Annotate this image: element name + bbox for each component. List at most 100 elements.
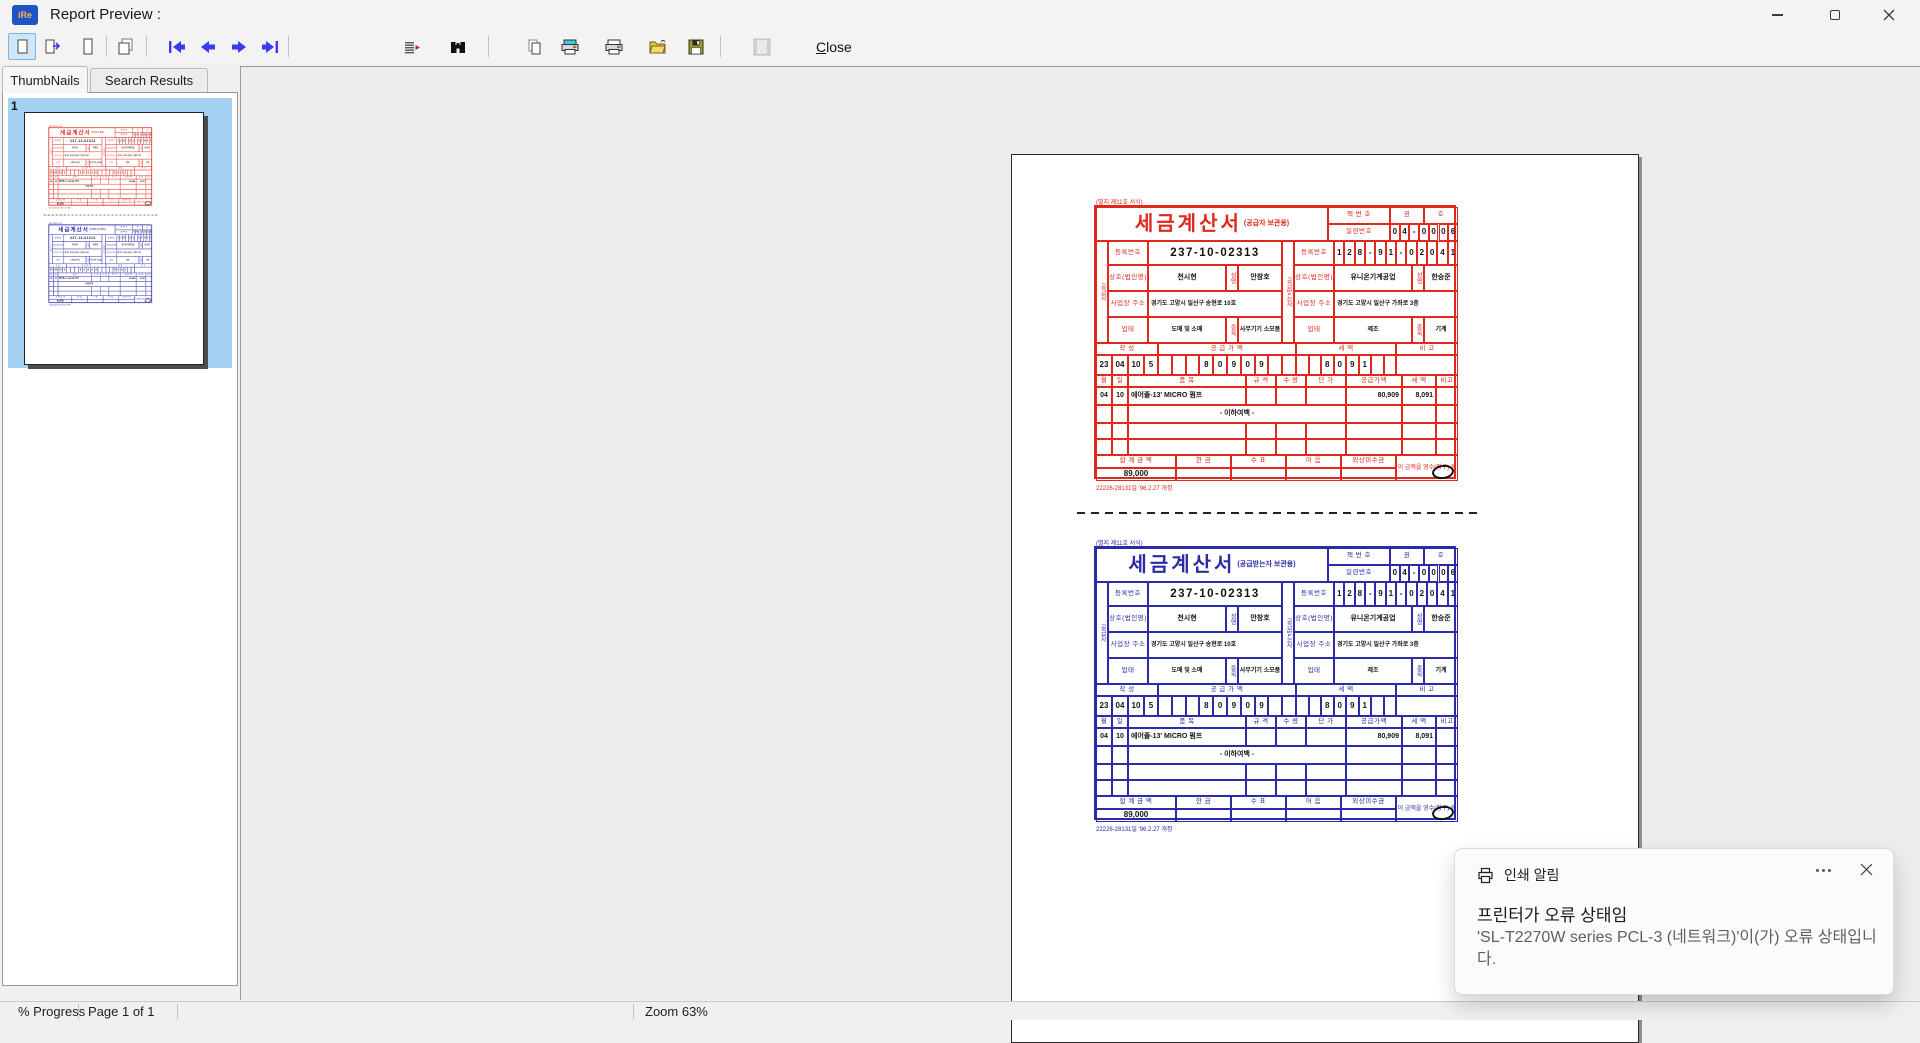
close-window-button[interactable] xyxy=(1866,0,1912,30)
form-cell: 80,909 xyxy=(120,179,137,185)
form-cell: 천시현 xyxy=(63,241,86,249)
form-cell: 8,091 xyxy=(136,276,146,282)
form-cell: 4 xyxy=(1437,582,1448,606)
form-cell: 세 액 xyxy=(1402,375,1436,387)
form-cell: 경기도 고양시 일산구 가좌로 3층 xyxy=(1334,291,1458,317)
form-cell: 89,000 xyxy=(48,202,72,206)
form-cell: 5 xyxy=(62,267,67,273)
form-cell: 04 xyxy=(48,276,54,282)
tab-search-results[interactable]: Search Results xyxy=(90,68,208,92)
form-cell: 업태 xyxy=(1294,658,1334,684)
form-cell: 월 xyxy=(1096,375,1112,387)
last-page-button[interactable] xyxy=(256,33,284,60)
form-cell xyxy=(1096,423,1112,439)
form-cell: - 이하여백 - xyxy=(58,184,121,190)
form-cell: 상호(법인명) xyxy=(1294,265,1334,291)
form-cell: 4 xyxy=(135,132,139,138)
maximize-button[interactable] xyxy=(1812,0,1858,30)
form-cell xyxy=(48,189,54,194)
form-cell xyxy=(1171,696,1186,716)
toast-body: 'SL-T2270W series PCL-3 (네트워크)'이(가) 오류 상… xyxy=(1477,929,1877,968)
print-notification-toast[interactable]: 인쇄 알림 프린터가 오류 상태임 'SL-T2270W series PCL-… xyxy=(1454,848,1894,995)
form-cell xyxy=(120,281,137,287)
form-cell: 04 xyxy=(53,267,59,273)
form-cell: 8,091 xyxy=(1402,387,1436,405)
form-cell: 공급자 xyxy=(1096,241,1108,343)
form-cell: 4 xyxy=(1399,565,1410,582)
tax-invoice-blue: (별지 제11호 서식) 세금계산서 (공급받는자 보관용) 책 번 호 권 호 일련번호 0… xyxy=(1094,541,1458,833)
next-page-button[interactable] xyxy=(225,33,253,60)
view-facing-pages-button[interactable] xyxy=(38,33,66,60)
thumbnail-page-1[interactable]: 1 (별지 제11호 서식) 세금계산서 (공급자 보관용) 책 번 호 권 호 일련번호 0… xyxy=(8,98,232,368)
form-cell: 0 xyxy=(132,132,136,138)
form-cell: 사무기기 소모품 xyxy=(1238,658,1282,684)
form-cell xyxy=(1096,780,1112,796)
form-cell: 1 xyxy=(131,137,135,145)
form-cell xyxy=(1096,439,1112,455)
export-page-icon xyxy=(528,39,541,54)
form-cell: 9 xyxy=(128,234,132,242)
tab-thumbnails[interactable]: ThumbNails xyxy=(2,66,88,93)
form-cell: 8 xyxy=(1321,355,1334,375)
form-cell: 비고 xyxy=(145,272,153,277)
form-cell: 0 xyxy=(137,234,141,242)
form-cell xyxy=(1436,387,1458,405)
view-single-page-button[interactable] xyxy=(8,33,36,60)
export-page-button[interactable] xyxy=(520,33,548,60)
view-page-tall-button[interactable] xyxy=(74,33,102,60)
form-cell: 0 xyxy=(143,137,147,145)
form-cell: 공급받는자 xyxy=(101,234,106,264)
print-button[interactable] xyxy=(600,33,628,60)
form-cell xyxy=(91,286,101,292)
form-cell: 8 xyxy=(1354,582,1365,606)
form-cell: 도매 및 소매 xyxy=(1148,317,1226,343)
form-cell xyxy=(1112,423,1128,439)
print-setup-button[interactable] xyxy=(556,33,584,60)
form-cell xyxy=(108,193,121,199)
thumbnail-page-preview[interactable]: (별지 제11호 서식) 세금계산서 (공급자 보관용) 책 번 호 권 호 일련번호 0 4-… xyxy=(24,112,204,365)
form-cell xyxy=(1171,355,1186,375)
previous-page-icon xyxy=(201,40,215,53)
form-cell: 수 표 xyxy=(1231,455,1286,468)
form-cell: 0 xyxy=(1406,241,1417,265)
status-separator xyxy=(177,1004,178,1019)
form-cell: 현 금 xyxy=(1176,455,1231,468)
tax-invoice-blue: (별지 제11호 서식) 세금계산서 (공급받는자 보관용) 책 번 호 권 호 일련번호 0… xyxy=(48,223,153,306)
save-report-button[interactable] xyxy=(682,33,710,60)
close-button[interactable]: Close xyxy=(816,35,864,59)
toolbar-separator xyxy=(720,36,721,57)
form-cell xyxy=(120,291,137,296)
view-multi-page-button[interactable] xyxy=(112,33,140,60)
previous-page-button[interactable] xyxy=(194,33,222,60)
form-cell xyxy=(100,189,109,194)
form-cell: 8 xyxy=(78,267,83,273)
goto-page-button[interactable] xyxy=(398,33,426,60)
toast-close-button[interactable] xyxy=(1860,863,1873,879)
form-cell: 단 가 xyxy=(108,175,121,180)
form-cell: 비고 xyxy=(1436,716,1458,728)
form-cell: 수 량 xyxy=(100,272,109,277)
form-cell xyxy=(1276,387,1306,405)
toast-close-icon xyxy=(1860,863,1873,876)
view-multi-page-icon xyxy=(118,38,133,54)
form-cell: 2 xyxy=(140,234,144,242)
find-button[interactable] xyxy=(444,33,472,60)
form-cell xyxy=(1268,355,1283,375)
form-cell xyxy=(145,291,153,296)
form-cell xyxy=(1276,764,1306,780)
form-cell xyxy=(136,189,146,194)
open-report-button[interactable] xyxy=(644,33,672,60)
form-cell: 공급받는자 xyxy=(1282,241,1294,343)
toast-more-button[interactable] xyxy=(1816,869,1831,872)
form-cell: 89,000 xyxy=(48,299,72,304)
form-cell xyxy=(103,202,119,206)
form-cell: 0 xyxy=(1428,565,1439,582)
form-cell xyxy=(1286,468,1341,481)
form-cell: 04 xyxy=(53,170,59,176)
first-page-button[interactable] xyxy=(163,33,191,60)
minimize-button[interactable] xyxy=(1754,0,1800,30)
form-cell xyxy=(145,189,153,194)
form-cell: 단 가 xyxy=(1306,716,1346,728)
form-cell: 세금계산서 (공급자 보관용) xyxy=(1096,207,1328,241)
form-copy-label: (공급받는자 보관용) xyxy=(89,228,106,231)
